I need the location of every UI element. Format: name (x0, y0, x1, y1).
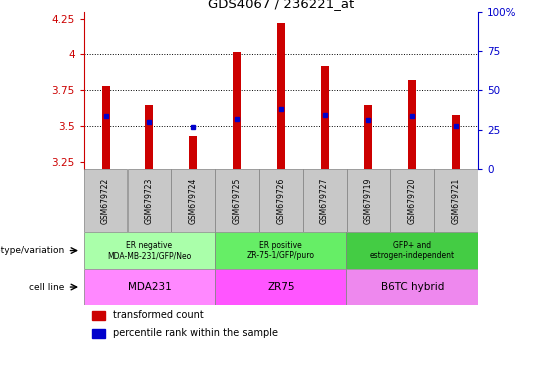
Text: GSM679724: GSM679724 (188, 177, 198, 224)
Bar (215, 232, 347, 269)
Text: cell line: cell line (29, 283, 65, 291)
Text: ZR75: ZR75 (267, 282, 294, 292)
Bar (92, 329, 105, 338)
Text: GSM679727: GSM679727 (320, 177, 329, 224)
Text: genotype/variation: genotype/variation (0, 246, 65, 255)
Bar (347, 269, 478, 305)
Bar (215, 269, 347, 305)
Text: percentile rank within the sample: percentile rank within the sample (113, 328, 278, 338)
Text: GSM679722: GSM679722 (101, 177, 110, 224)
Bar (408, 80, 416, 169)
Bar (321, 66, 328, 169)
Bar (347, 232, 478, 269)
Text: MDA231: MDA231 (127, 282, 171, 292)
Bar (189, 136, 197, 169)
Text: GSM679725: GSM679725 (233, 177, 241, 224)
Title: GDS4067 / 236221_at: GDS4067 / 236221_at (208, 0, 354, 10)
Bar (364, 104, 373, 169)
Bar (171, 169, 215, 232)
Text: ER positive
ZR-75-1/GFP/puro: ER positive ZR-75-1/GFP/puro (247, 241, 315, 260)
Text: GFP+ and
estrogen-independent: GFP+ and estrogen-independent (370, 241, 455, 260)
Bar (434, 169, 478, 232)
Bar (390, 169, 434, 232)
Bar (145, 104, 153, 169)
Bar (233, 51, 241, 169)
Bar (347, 169, 390, 232)
Text: B6TC hybrid: B6TC hybrid (381, 282, 444, 292)
Bar (452, 114, 460, 169)
Bar (303, 169, 347, 232)
Bar (215, 169, 259, 232)
Bar (84, 169, 127, 232)
Bar (259, 169, 303, 232)
Bar (92, 311, 105, 320)
Bar (84, 232, 215, 269)
Text: GSM679723: GSM679723 (145, 177, 154, 224)
Bar (127, 169, 171, 232)
Bar (84, 269, 215, 305)
Text: transformed count: transformed count (113, 311, 204, 321)
Text: GSM679720: GSM679720 (408, 177, 417, 224)
Text: GSM679721: GSM679721 (451, 177, 461, 224)
Bar (277, 23, 285, 169)
Text: ER negative
MDA-MB-231/GFP/Neo: ER negative MDA-MB-231/GFP/Neo (107, 241, 192, 260)
Text: GSM679719: GSM679719 (364, 177, 373, 224)
Bar (102, 86, 110, 169)
Text: GSM679726: GSM679726 (276, 177, 285, 224)
